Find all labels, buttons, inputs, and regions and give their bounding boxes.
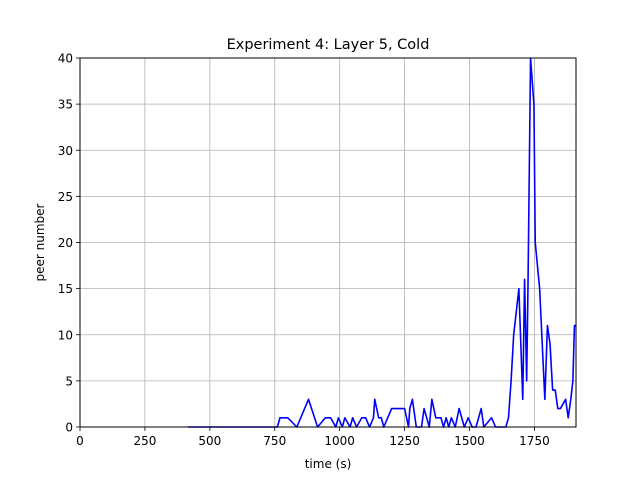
y-tick-label: 40	[58, 52, 73, 66]
x-tick-label: 1750	[519, 434, 550, 448]
x-tick-label: 1500	[454, 434, 485, 448]
x-tick-label: 1000	[324, 434, 355, 448]
y-axis-label: peer number	[33, 203, 47, 281]
x-tick-label: 500	[198, 434, 221, 448]
x-tick-label: 1250	[389, 434, 420, 448]
x-tick-label: 0	[76, 434, 84, 448]
x-tick-label: 750	[263, 434, 286, 448]
y-tick-label: 15	[58, 282, 73, 296]
y-tick-label: 0	[65, 421, 73, 435]
x-axis-label: time (s)	[305, 457, 352, 471]
y-tick-label: 30	[58, 144, 73, 158]
x-tick-label: 250	[133, 434, 156, 448]
x-axis-ticks: 0 250 500 750 1000 1250 1500 1750	[76, 427, 550, 448]
series-layer	[187, 57, 576, 428]
y-tick-label: 5	[65, 374, 73, 388]
y-axis-ticks: 0 5 10 15 20 25 30 35 40	[58, 52, 80, 435]
y-tick-label: 10	[58, 328, 73, 342]
chart-title: Experiment 4: Layer 5, Cold	[227, 37, 430, 53]
series-line	[187, 57, 576, 428]
y-tick-label: 25	[58, 190, 73, 204]
y-tick-label: 20	[58, 236, 73, 250]
y-tick-label: 35	[58, 98, 73, 112]
